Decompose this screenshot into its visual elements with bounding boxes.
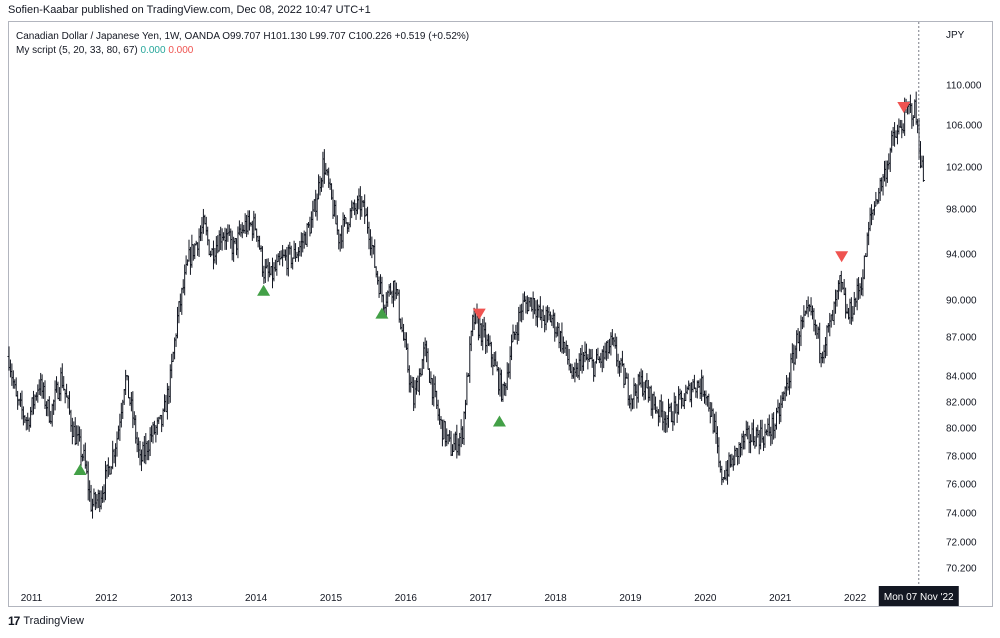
price-tick-label: 80.000 — [946, 424, 977, 435]
price-tick-label: 76.000 — [946, 480, 977, 491]
price-axis[interactable]: 110.000 106.000 102.000 98.000 94.000 90.000 8… — [946, 81, 983, 575]
tradingview-logo-icon: 17 — [8, 614, 20, 628]
chart-frame — [8, 21, 993, 607]
price-tick-label: 72.000 — [946, 538, 977, 549]
sell-signal-triangle-icon — [835, 251, 849, 263]
tradingview-brand-text: TradingView — [23, 615, 84, 627]
price-tick-label: 106.000 — [946, 121, 983, 132]
time-tick-label: 2015 — [320, 593, 343, 604]
price-tick-label: 110.000 — [946, 81, 982, 92]
time-tick-label: 2018 — [544, 593, 567, 604]
script-legend[interactable]: My script (5, 20, 33, 80, 67) 0.000 0.00… — [16, 45, 193, 56]
script-title[interactable]: My script (5, 20, 33, 80, 67) — [16, 45, 138, 56]
time-tick-label: 2016 — [395, 593, 418, 604]
price-axis-unit: JPY — [946, 30, 965, 41]
time-tick-label: 2013 — [170, 593, 193, 604]
time-tick-label: 2020 — [694, 593, 717, 604]
price-tick-label: 98.000 — [946, 205, 977, 216]
symbol-title[interactable]: Canadian Dollar / Japanese Yen, 1W, OAND… — [16, 31, 220, 42]
buy-signal-triangle-icon — [492, 415, 506, 427]
time-tick-label: 2012 — [95, 593, 118, 604]
price-tick-label: 87.000 — [946, 333, 977, 344]
ohlc-values: O99.707 H101.130 L99.707 C100.226 +0.519… — [222, 31, 470, 42]
script-value-1: 0.000 — [140, 45, 166, 56]
price-tick-label: 94.000 — [946, 250, 977, 261]
sell-signal-triangle-icon — [897, 102, 911, 113]
time-tick-label: 2011 — [21, 593, 43, 604]
time-axis[interactable]: 2011 2012 2013 2014 2015 2016 2017 2018 2019 2020… — [21, 593, 867, 604]
price-tick-label: 102.000 — [946, 163, 983, 174]
price-tick-label: 90.000 — [946, 296, 977, 307]
buy-signal-triangle-icon — [73, 464, 87, 475]
buy-signal-triangle-icon — [257, 284, 271, 296]
ohlc-bars — [7, 91, 925, 519]
publish-line: Sofien-Kaabar published on TradingView.c… — [8, 4, 371, 16]
ohlc-bar — [921, 155, 925, 182]
time-tick-label: 2022 — [844, 593, 867, 604]
sell-signal-triangle-icon — [472, 308, 486, 320]
time-tick-label: 2019 — [619, 593, 642, 604]
symbol-legend[interactable]: Canadian Dollar / Japanese Yen, 1W, OAND… — [16, 31, 469, 42]
price-tick-label: 78.000 — [946, 452, 977, 463]
ohlc-bar — [763, 423, 767, 448]
time-tick-label: 2021 — [769, 593, 792, 604]
price-tick-label: 70.200 — [946, 564, 977, 575]
time-tick-label: 2014 — [245, 593, 268, 604]
signal-markers — [73, 102, 911, 475]
time-tick-label: 2017 — [470, 593, 493, 604]
crosshair-time-label: Mon 07 Nov '22 — [878, 586, 959, 606]
price-tick-label: 74.000 — [946, 509, 977, 520]
price-tick-label: 82.000 — [946, 398, 977, 409]
buy-signal-triangle-icon — [375, 307, 389, 319]
price-tick-label: 84.000 — [946, 372, 977, 383]
crosshair-time-label-text: Mon 07 Nov '22 — [884, 592, 954, 603]
crosshair-time-label-bg — [878, 586, 959, 606]
footer-brand[interactable]: 17 TradingView — [8, 614, 84, 628]
script-value-2: 0.000 — [168, 45, 194, 56]
